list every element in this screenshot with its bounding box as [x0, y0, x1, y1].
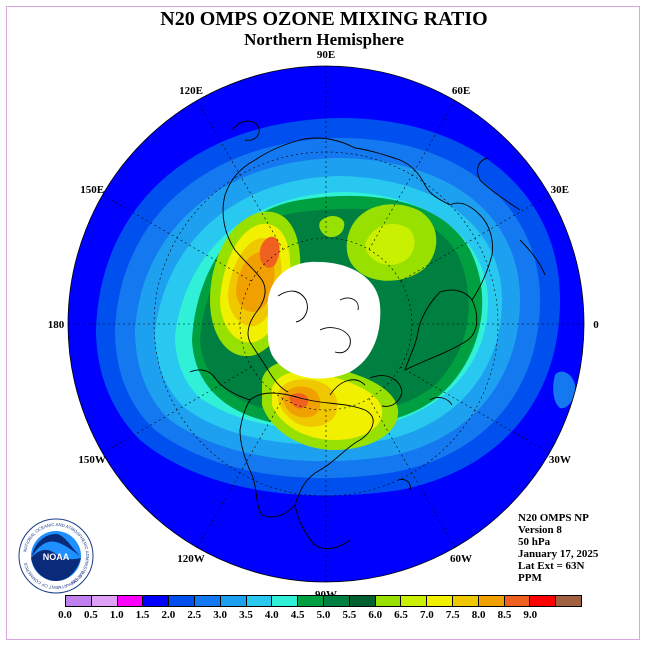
longitude-label: 60W: [450, 553, 472, 565]
colorbar-swatch: [246, 596, 273, 606]
info-instrument: N20 OMPS NP: [518, 512, 589, 524]
coastlines: [189, 120, 546, 550]
colorbar-tick-label: 9.0: [523, 609, 538, 621]
colorbar-swatch: [272, 596, 299, 606]
colorbar-swatch: [427, 596, 453, 606]
map-subtitle: Northern Hemisphere: [244, 30, 404, 49]
colorbar-tick-label: 3.5: [239, 609, 253, 621]
colorbar-tick-label: 7.5: [445, 609, 460, 621]
colorbar-tick-label: 2.0: [161, 609, 176, 621]
meridian-line: [196, 398, 284, 548]
longitude-label: 0: [593, 319, 599, 331]
colorbar-swatch: [169, 596, 195, 606]
longitude-label: 150E: [80, 184, 104, 196]
info-level: 50 hPa: [518, 536, 551, 548]
longitude-label: 90E: [317, 49, 335, 61]
colorbar-tick-label: 6.0: [368, 609, 383, 621]
colorbar-swatch: [452, 596, 479, 606]
colorbar-tick-label: 1.5: [135, 609, 150, 621]
longitude-label: 150W: [78, 454, 106, 466]
colorbar-swatch: [349, 596, 376, 606]
colorbar-swatch: [504, 596, 531, 606]
colorbar-tick-label: 0.5: [83, 609, 98, 621]
info-units: PPM: [518, 572, 542, 584]
colorbar-swatch: [556, 596, 581, 606]
colorbar-tick-label: 7.0: [420, 609, 434, 621]
meridian-lines: [68, 66, 584, 582]
meridian-line: [102, 194, 252, 282]
info-date: January 17, 2025: [518, 548, 599, 560]
longitude-label: 60E: [452, 85, 470, 97]
longitude-label: 180: [48, 319, 65, 331]
colorbar-tick-label: 1.0: [109, 609, 124, 621]
colorbar-tick-label: 8.5: [497, 609, 512, 621]
colorbar-swatch: [194, 596, 221, 606]
colorbar-swatch: [478, 596, 505, 606]
figure-frame: [6, 6, 640, 640]
meridian-line: [400, 366, 550, 454]
longitude-label: 120W: [177, 553, 205, 565]
meridian-line: [102, 366, 252, 454]
info-version: Version 8: [518, 524, 562, 536]
colorbar-tick-label: 0.0: [58, 609, 72, 621]
info-lat-ext: Lat Ext = 63N: [518, 560, 585, 572]
colorbar-swatch: [117, 596, 144, 606]
colorbar-swatch: [530, 596, 557, 606]
noaa-logo: NOAA NATIONAL OCEANIC AND ATMOSPHERIC AD…: [18, 518, 94, 594]
colorbar-swatch: [375, 596, 402, 606]
meridian-line: [368, 398, 456, 548]
meridian-line: [368, 100, 456, 250]
longitude-label: 120E: [179, 85, 203, 97]
colorbar-swatch: [323, 596, 350, 606]
colorbar-tick-label: 5.0: [316, 609, 331, 621]
logo-text: NOAA: [43, 552, 70, 562]
colorbar: [65, 595, 582, 607]
meridian-line: [400, 194, 550, 282]
colorbar-swatch: [66, 596, 92, 606]
colorbar-swatch: [220, 596, 247, 606]
colorbar-tick-label: 6.5: [394, 609, 408, 621]
map-boundary: [67, 65, 585, 583]
colorbar-tick-label: 4.0: [264, 609, 279, 621]
colorbar-swatch: [298, 596, 324, 606]
colorbar-tick-label: 2.5: [187, 609, 202, 621]
colorbar-tick-labels: 0.0 0.5 1.0 1.5 2.0 2.5 3.0 3.5 4.0 4.5 5.0 5.5 6.0 6…: [0, 609, 648, 623]
meridian-line: [196, 100, 284, 250]
colorbar-tick-label: 3.0: [213, 609, 227, 621]
longitude-label: 30E: [551, 184, 569, 196]
colorbar-tick-label: 8.0: [471, 609, 486, 621]
colorbar-tick-label: 4.5: [290, 609, 305, 621]
map-title: N20 OMPS OZONE MIXING RATIO: [160, 8, 488, 30]
info-panel: N20 OMPS NP Version 8 50 hPa January 17,…: [518, 512, 598, 584]
colorbar-swatch: [91, 596, 118, 606]
colorbar-swatch: [143, 596, 170, 606]
colorbar-swatch: [401, 596, 428, 606]
colorbar-tick-label: 5.5: [342, 609, 357, 621]
longitude-label: 30W: [549, 454, 571, 466]
